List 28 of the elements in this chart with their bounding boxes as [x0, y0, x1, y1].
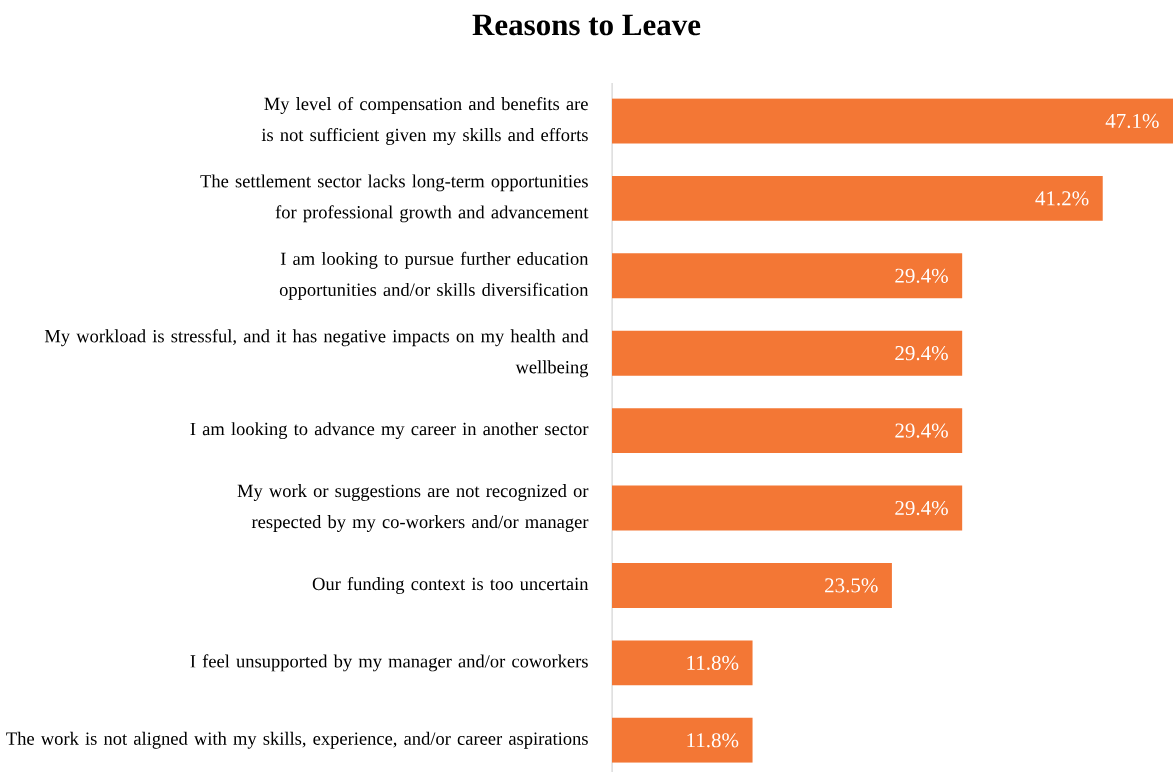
data-label: 29.4% [895, 423, 948, 438]
bar [612, 717, 753, 763]
bar [612, 175, 1103, 221]
data-label: 41.2% [1035, 191, 1089, 206]
bar [612, 562, 892, 608]
y-tick-label: The settlement sector lacks long-term opportunities for professional growth and advancement [200, 174, 589, 223]
bar [612, 330, 963, 376]
y-tick-label: Our funding context is too uncertain [312, 576, 589, 594]
data-label: 29.4% [895, 500, 948, 516]
data-label: 11.8% [687, 655, 739, 670]
y-tick-label: I feel unsupported by my manager and/or coworkers [190, 654, 588, 672]
y-tick-label: My work or suggestions are not recognized or respected by my co-workers and/or manager [237, 484, 589, 532]
y-tick-label: I am looking to advance my career in another sector [190, 422, 589, 440]
y-tick-label: My workload is stressful, and it has negative impacts on my health and wellbeing [44, 329, 589, 378]
data-label: 47.1% [1105, 113, 1159, 129]
data-label: 11.8% [687, 733, 739, 748]
bar [612, 98, 1173, 144]
data-label: 29.4% [895, 268, 948, 283]
y-tick-label: My level of compensation and benefits are is not sufficient given my skills and efforts [261, 96, 588, 145]
chart-title: Reasons to Leave [472, 14, 701, 36]
data-label: 29.4% [895, 346, 948, 361]
y-tick-label: The work is not aligned with my skills, experience, and/or career aspirations [6, 731, 588, 749]
bar [612, 640, 753, 686]
data-label: 23.5% [825, 578, 878, 593]
y-tick-label: I am looking to pursue further education opportunities and/or skills diversification [279, 251, 589, 300]
bar [612, 408, 963, 454]
bar [612, 485, 963, 531]
bar [612, 253, 963, 299]
